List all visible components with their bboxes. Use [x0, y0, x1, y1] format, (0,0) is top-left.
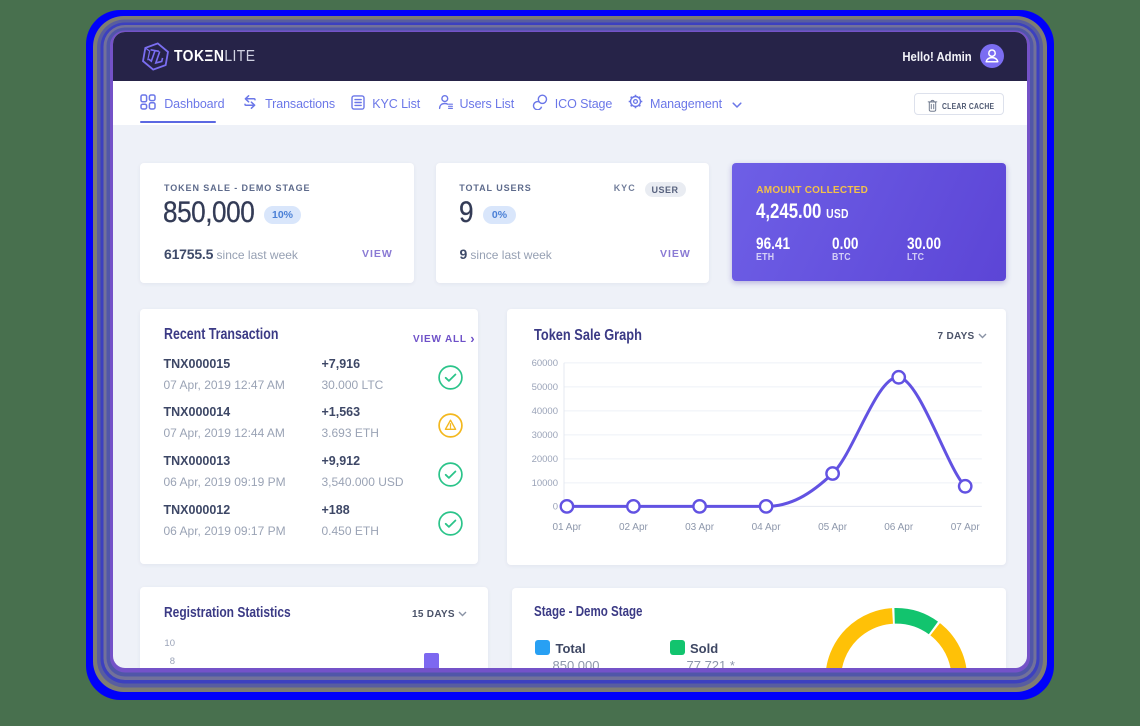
svg-text:30000: 30000 — [532, 431, 558, 442]
svg-text:04 Apr: 04 Apr — [752, 522, 782, 533]
svg-text:01 Apr: 01 Apr — [552, 522, 582, 533]
svg-text:03 Apr: 03 Apr — [685, 522, 715, 533]
svg-text:10000: 10000 — [532, 479, 558, 490]
svg-text:60000: 60000 — [532, 359, 558, 370]
svg-text:0: 0 — [553, 502, 558, 513]
svg-text:40000: 40000 — [532, 407, 558, 418]
svg-text:05 Apr: 05 Apr — [818, 522, 848, 533]
svg-text:02 Apr: 02 Apr — [619, 522, 649, 533]
svg-text:06 Apr: 06 Apr — [884, 522, 914, 533]
svg-text:50000: 50000 — [532, 383, 558, 394]
svg-text:07 Apr: 07 Apr — [951, 522, 981, 533]
svg-text:20000: 20000 — [532, 455, 558, 466]
